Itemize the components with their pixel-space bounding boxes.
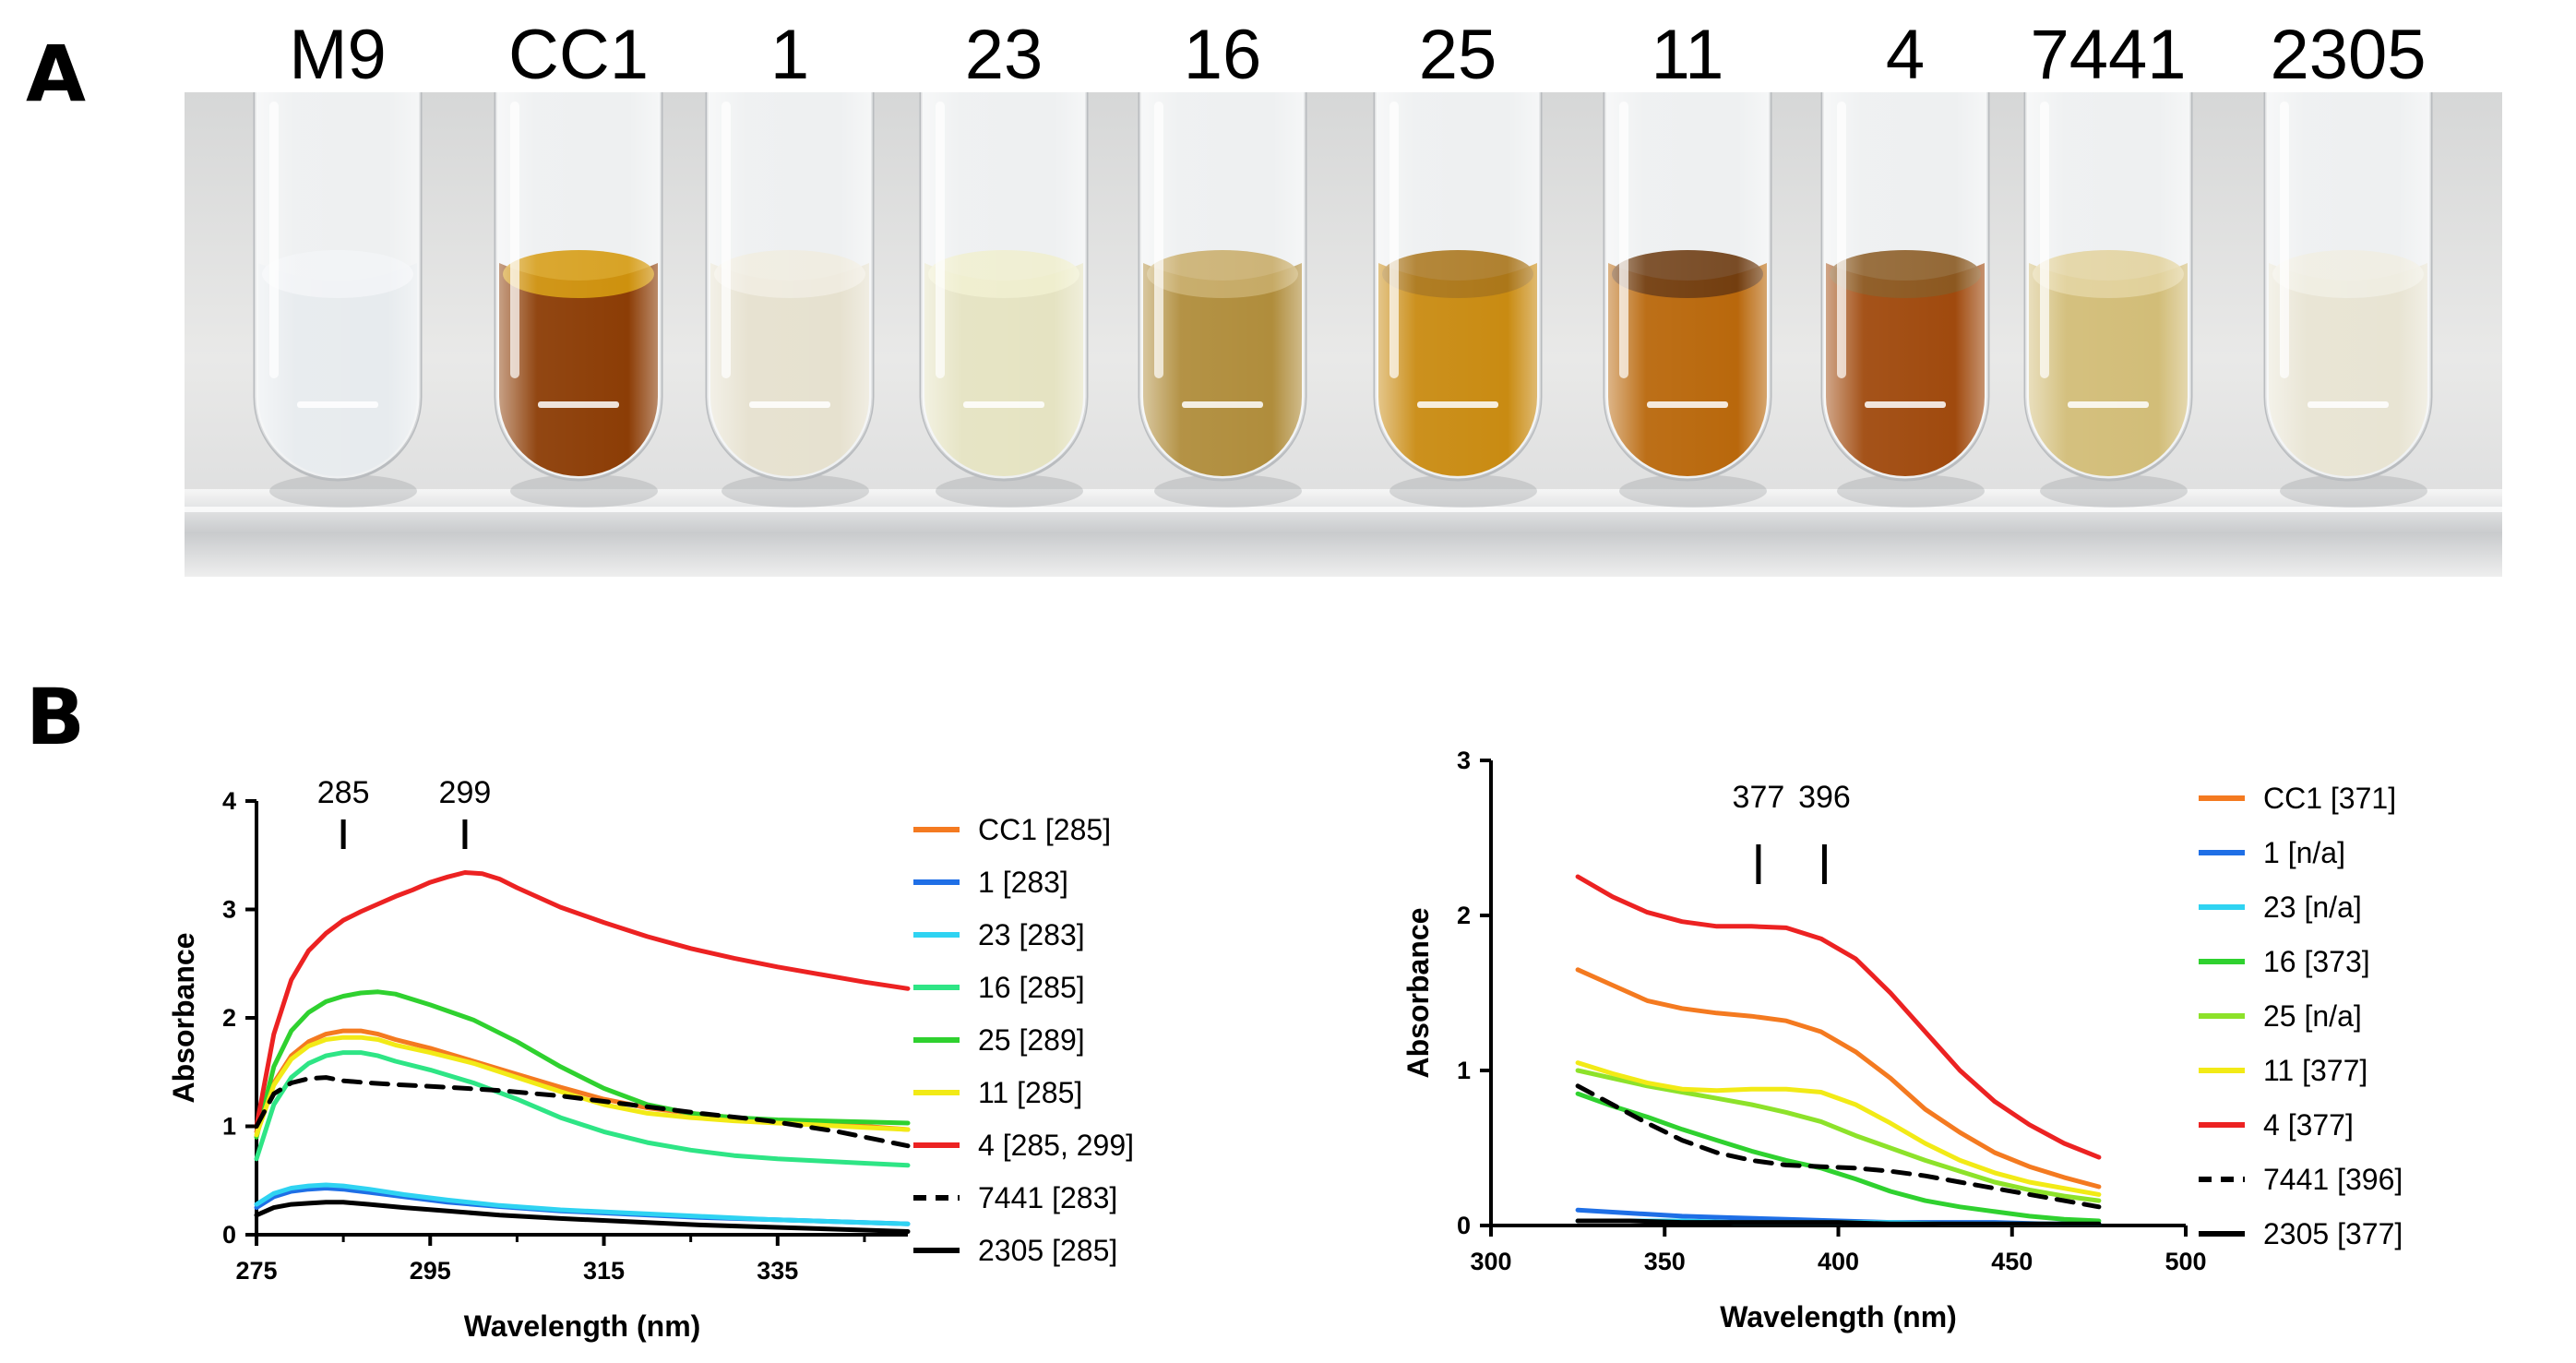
series-line bbox=[254, 1050, 911, 1168]
tube bbox=[253, 92, 423, 508]
tube bbox=[494, 92, 663, 508]
legend-label: 2305 [377] bbox=[2263, 1217, 2403, 1250]
x-tick-label: 400 bbox=[1818, 1248, 1859, 1275]
tube-label: 25 bbox=[1418, 16, 1497, 94]
series-line bbox=[254, 989, 911, 1140]
tube-label: 1 bbox=[769, 16, 810, 94]
tube bbox=[1820, 92, 1990, 508]
legend-label: 4 [285, 299] bbox=[978, 1129, 1134, 1162]
x-tick-label: 500 bbox=[2165, 1248, 2206, 1275]
series-line bbox=[1575, 1218, 2102, 1226]
legend-label: 25 [n/a] bbox=[2263, 999, 2362, 1033]
tube bbox=[919, 92, 1089, 508]
x-axis-label: Wavelength (nm) bbox=[464, 1309, 701, 1343]
tube-label: 4 bbox=[1885, 16, 1926, 94]
tube-label: CC1 bbox=[507, 16, 650, 94]
tube bbox=[2023, 92, 2193, 508]
y-axis-label: Absorbance bbox=[167, 933, 200, 1104]
y-tick-label: 2 bbox=[222, 1004, 236, 1032]
legend-label: 23 [283] bbox=[978, 918, 1085, 951]
x-tick-label: 275 bbox=[235, 1257, 277, 1285]
rack-bar bbox=[185, 489, 2502, 577]
legend-label: 7441 [283] bbox=[978, 1181, 1117, 1214]
chart-right: 0 1 2 3 300 350 400 450 500 Wavelength (nm) Absorb… bbox=[1401, 747, 2403, 1333]
y-axis-label: Absorbance bbox=[1401, 908, 1435, 1079]
legend-label: 7441 [396] bbox=[2263, 1163, 2403, 1196]
y-tick-label: 3 bbox=[1457, 747, 1471, 774]
legend-label: 16 [373] bbox=[2263, 945, 2370, 978]
legend-label: 11 [377] bbox=[2263, 1054, 2367, 1087]
peak-marker-label: 396 bbox=[1798, 780, 1851, 815]
x-tick-label: 350 bbox=[1644, 1248, 1686, 1275]
series-line bbox=[1575, 1068, 2102, 1203]
series-line bbox=[1575, 1083, 2102, 1210]
series-line bbox=[254, 870, 911, 1129]
peak-marker-label: 299 bbox=[439, 775, 492, 810]
series-line bbox=[1575, 874, 2102, 1160]
tube-rack-photo bbox=[185, 92, 2502, 577]
x-axis-label: Wavelength (nm) bbox=[1720, 1300, 1957, 1333]
x-tick-label: 335 bbox=[757, 1257, 798, 1285]
legend-label: 23 [n/a] bbox=[2263, 891, 2362, 924]
legend-label: CC1 [371] bbox=[2263, 782, 2396, 815]
legend-label: 2305 [285] bbox=[978, 1234, 1117, 1267]
tube bbox=[2263, 92, 2433, 508]
series-line bbox=[254, 1075, 911, 1149]
tube-label: 2305 bbox=[2270, 16, 2427, 94]
x-tick-label: 450 bbox=[1991, 1248, 2033, 1275]
legend-label: CC1 [285] bbox=[978, 813, 1111, 846]
y-tick-label: 4 bbox=[222, 787, 236, 815]
panel-a-letter: A bbox=[26, 29, 87, 119]
tube bbox=[1138, 92, 1307, 508]
tube-label: 23 bbox=[964, 16, 1044, 94]
peak-marker-label: 285 bbox=[317, 775, 370, 810]
series-line bbox=[254, 1200, 911, 1234]
legend-label: 25 [289] bbox=[978, 1023, 1085, 1057]
legend-label: 11 [285] bbox=[978, 1076, 1082, 1109]
legend-label: 1 [283] bbox=[978, 866, 1068, 899]
tube bbox=[1373, 92, 1543, 508]
legend-label: 1 [n/a] bbox=[2263, 836, 2345, 869]
series-line bbox=[1575, 1060, 2102, 1197]
tubes-group bbox=[253, 92, 2433, 508]
series-line bbox=[254, 1182, 911, 1226]
series-line bbox=[1575, 967, 2102, 1190]
y-tick-label: 2 bbox=[1457, 902, 1471, 929]
y-tick-label: 1 bbox=[222, 1113, 236, 1141]
tube-label: 7441 bbox=[2030, 16, 2187, 94]
y-tick-label: 3 bbox=[222, 896, 236, 924]
y-tick-label: 1 bbox=[1457, 1057, 1471, 1084]
tube-label: M9 bbox=[289, 16, 387, 94]
y-tick-label: 0 bbox=[1457, 1212, 1471, 1239]
x-tick-label: 300 bbox=[1470, 1248, 1511, 1275]
legend-label: 16 [285] bbox=[978, 971, 1085, 1004]
y-tick-label: 0 bbox=[222, 1221, 236, 1249]
chart-left: 0 1 2 3 4 275 295 315 335 Wavelength (nm) Absorban… bbox=[167, 775, 1134, 1343]
tube-label: 16 bbox=[1183, 16, 1262, 94]
x-tick-label: 315 bbox=[583, 1257, 625, 1285]
tube-label: 11 bbox=[1651, 16, 1724, 94]
peak-marker-label: 377 bbox=[1733, 780, 1785, 815]
panel-b-letter: B bbox=[26, 672, 86, 762]
x-tick-label: 295 bbox=[410, 1257, 451, 1285]
tube bbox=[705, 92, 875, 508]
legend-label: 4 [377] bbox=[2263, 1108, 2354, 1142]
series-line bbox=[1575, 1091, 2102, 1224]
tube bbox=[1603, 92, 1772, 508]
